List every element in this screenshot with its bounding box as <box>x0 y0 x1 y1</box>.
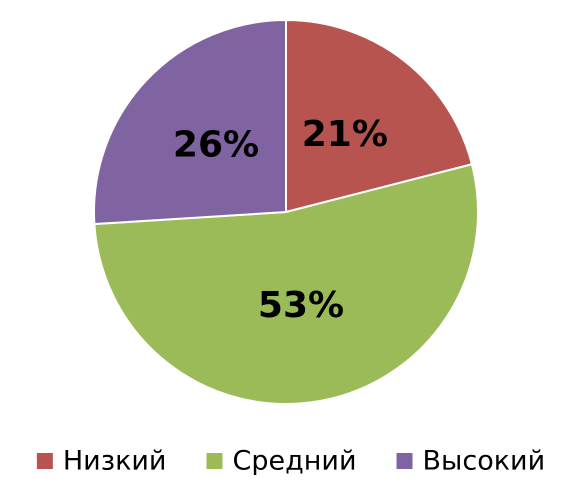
legend-label: Средний <box>232 446 356 477</box>
data-label: 53% <box>258 285 344 326</box>
pie-slice <box>93 18 287 226</box>
legend-label: Высокий <box>423 446 546 477</box>
legend-label: Низкий <box>63 446 167 477</box>
legend-swatch <box>36 453 53 469</box>
legend-swatch <box>206 453 223 469</box>
data-label: 26% <box>173 124 259 165</box>
data-label: 21% <box>302 114 388 155</box>
legend-swatch <box>396 453 413 469</box>
pie-slice <box>285 18 474 214</box>
pie-slice <box>93 163 479 405</box>
